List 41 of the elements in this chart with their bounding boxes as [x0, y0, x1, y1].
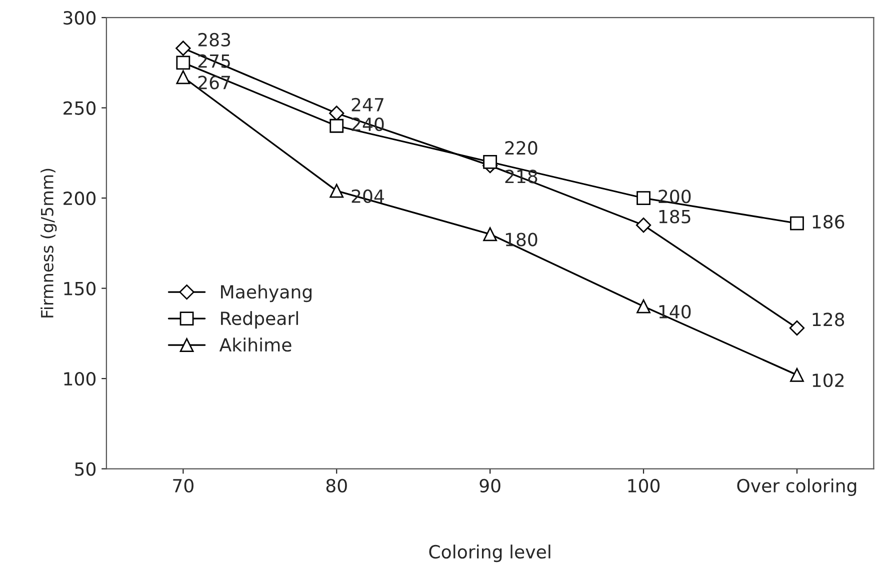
- point: [483, 227, 498, 242]
- y-tick-label: 150: [64, 282, 96, 296]
- point: [636, 299, 650, 314]
- data-label: 247: [352, 98, 384, 112]
- y-tick-label: 50: [75, 462, 96, 476]
- y-tick-label: 250: [64, 101, 96, 115]
- x-tick-label: 100: [628, 478, 660, 492]
- data-label: 102: [812, 373, 844, 388]
- point: [329, 106, 344, 121]
- point: [789, 320, 805, 336]
- data-label: 220: [505, 141, 538, 155]
- y-tick-label: 200: [64, 192, 96, 206]
- point: [330, 184, 344, 198]
- x-tick-label: 80: [326, 478, 347, 492]
- legend-label: Akihime: [219, 338, 292, 352]
- y-axis-title: Firmness (g/5mm): [40, 168, 57, 318]
- point: [636, 191, 650, 206]
- data-label: 267: [198, 76, 230, 90]
- data-label: 283: [198, 32, 230, 47]
- point: [636, 218, 652, 233]
- data-label: 185: [659, 210, 690, 224]
- legend-label: Maehyang: [221, 284, 312, 302]
- x-tick-label: 70: [173, 478, 194, 492]
- point: [790, 368, 804, 382]
- y-tick-label: 300: [64, 11, 96, 25]
- point: [176, 70, 190, 84]
- data-label: 128: [812, 312, 844, 326]
- x-tick-label: 90: [480, 478, 500, 492]
- point: [483, 155, 498, 169]
- point: [176, 56, 190, 70]
- point: [790, 216, 804, 230]
- x-axis-title: Coloring level: [429, 544, 550, 562]
- data-label: 186: [812, 214, 844, 229]
- legend-label: Redpearl: [221, 311, 298, 329]
- data-label: 180: [506, 232, 538, 246]
- x-tick-label: Over coloring: [737, 478, 856, 496]
- data-label: 200: [658, 190, 691, 204]
- data-label: 140: [659, 304, 691, 319]
- point: [176, 40, 191, 56]
- point: [330, 118, 344, 133]
- y-tick-label: 100: [64, 372, 96, 386]
